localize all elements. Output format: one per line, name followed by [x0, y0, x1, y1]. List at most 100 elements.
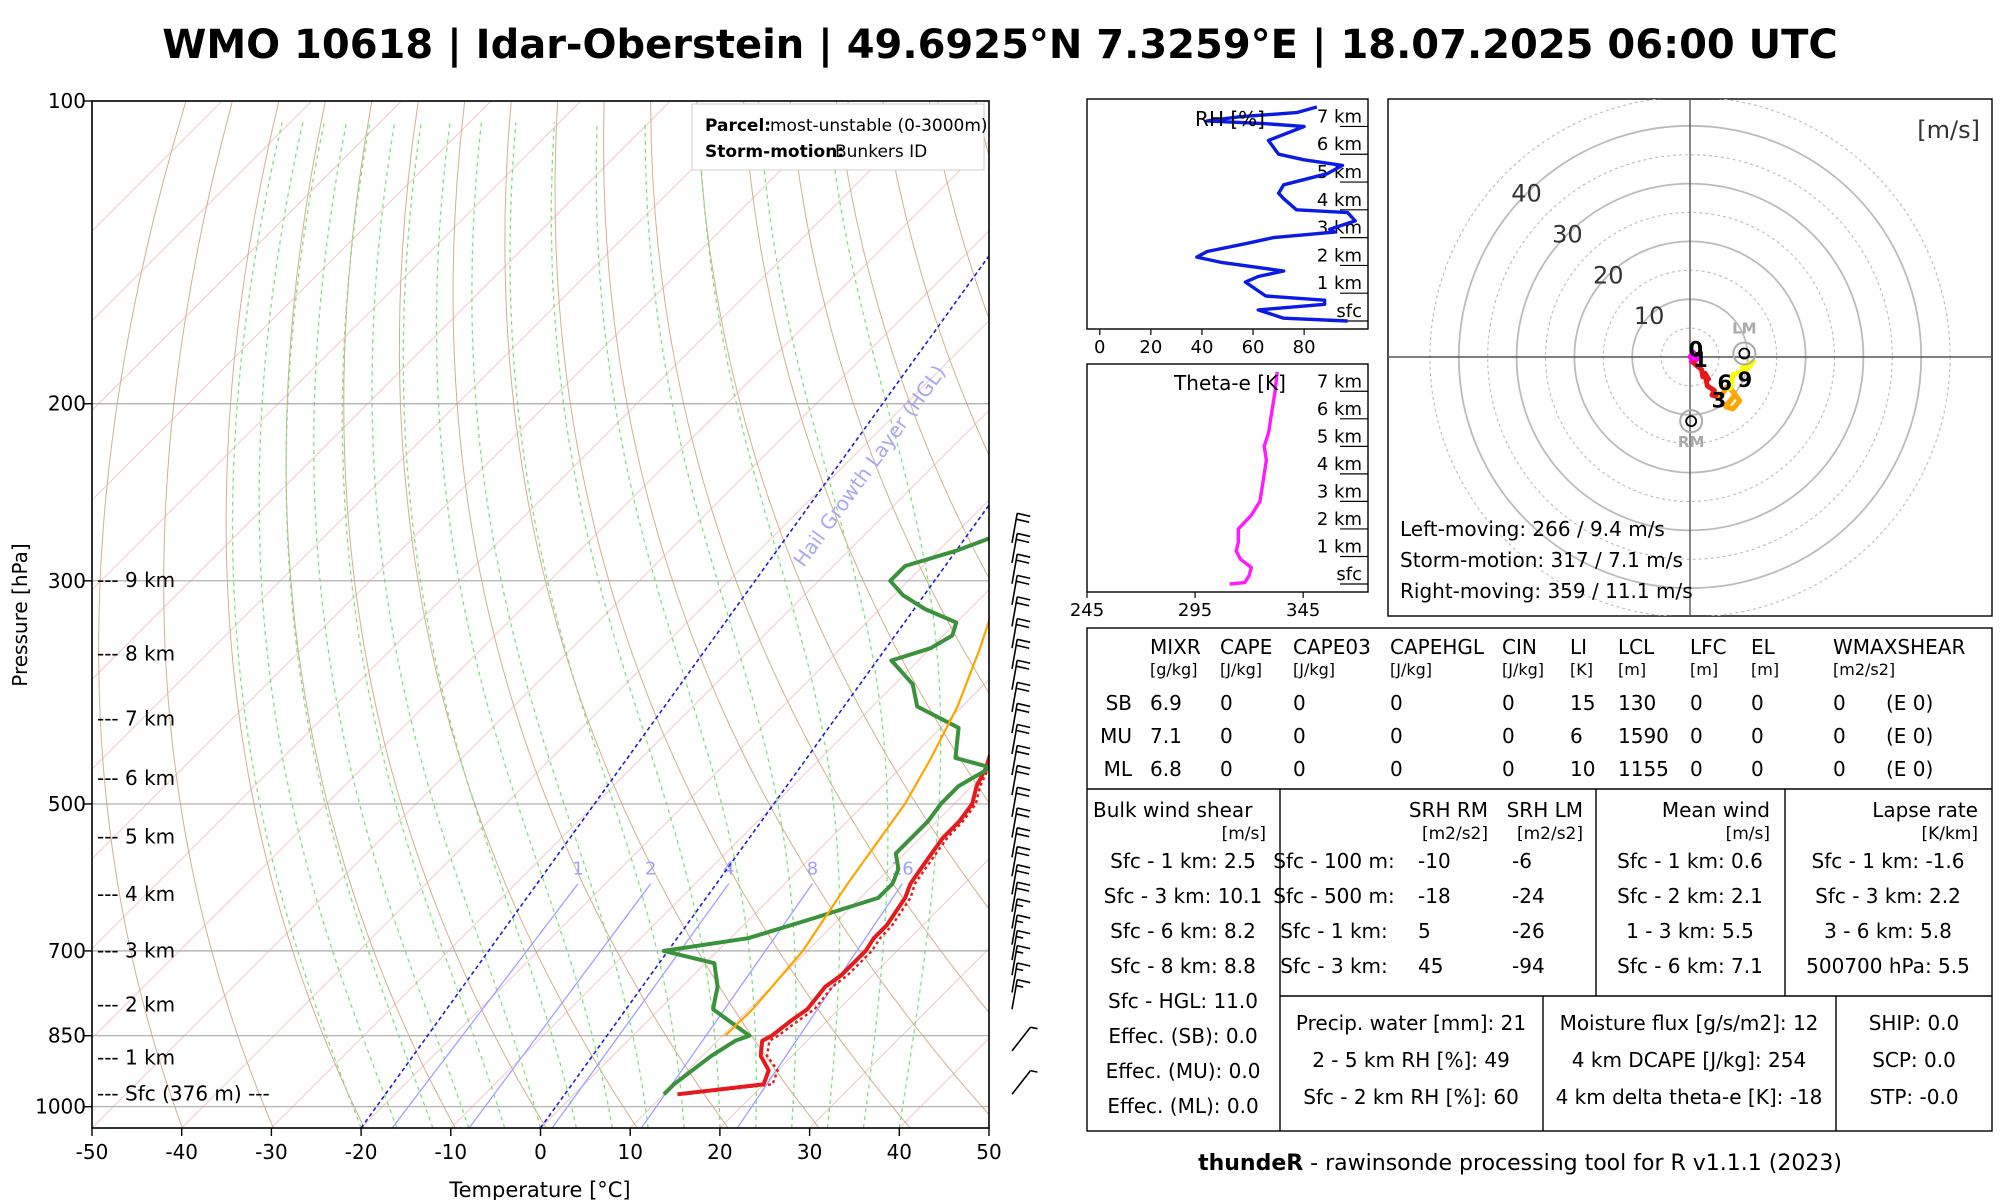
dewpoint-line	[661, 536, 989, 1096]
param-header-name: CAPEHGL	[1390, 635, 1485, 659]
param-cell: 0	[1502, 757, 1515, 781]
wind-barb-flag	[1017, 617, 1031, 623]
dry-adiabat-line	[285, 101, 456, 1128]
wind-barb-staff	[1011, 639, 1018, 670]
moist-adiabat-line	[509, 122, 685, 1128]
wind-barb-flag	[1017, 681, 1031, 687]
wind-barb-half-flag	[1030, 1069, 1038, 1073]
index-row: STP: -0.0	[1869, 1085, 1958, 1109]
wind-barb-flag	[1015, 729, 1030, 735]
hodograph-segment	[1717, 383, 1743, 412]
wind-barb-flag	[1017, 786, 1031, 792]
legend-storm-value: Bunkers ID	[835, 142, 927, 162]
wind-barb-flag	[1015, 869, 1030, 875]
footer-bold: thundeR	[1198, 1151, 1303, 1176]
footer-credit: thundeR - rawinsonde processing tool for…	[1198, 1151, 1842, 1176]
isotherm-line	[450, 589, 989, 1128]
height-label: --- 4 km	[97, 882, 175, 906]
pressure-tick-label: 300	[48, 569, 86, 593]
theta-label: Theta-e [K]	[1173, 371, 1286, 395]
param-cell: 0	[1690, 724, 1703, 748]
wind-barb-flag	[1017, 807, 1031, 812]
param-cell: 10	[1570, 757, 1595, 781]
theta-height-label: 6 km	[1317, 399, 1362, 420]
lapse-rate-row: 3 - 6 km: 5.8	[1824, 919, 1952, 943]
param-header-unit: [m]	[1751, 660, 1779, 679]
isotherm-line	[92, 101, 940, 950]
param-header-name: LFC	[1690, 635, 1727, 659]
moist-adiabat-line	[285, 122, 434, 1128]
height-label: --- 1 km	[97, 1046, 175, 1070]
mean-wind-row: 1 - 3 km: 5.5	[1626, 919, 1754, 943]
isotherm-line	[92, 101, 582, 591]
param-cell: 6.8	[1150, 757, 1182, 781]
wind-barb-staff	[1011, 979, 1018, 1010]
wind-barb-flag	[1015, 687, 1030, 693]
isotherm-line	[271, 409, 989, 1128]
wind-barb-staff	[1011, 1026, 1032, 1052]
bulk-shear-unit: [m/s]	[1222, 824, 1266, 844]
rh-height-label: 1 km	[1317, 273, 1362, 294]
height-label: --- 5 km	[97, 825, 175, 849]
flux-row: Moisture flux [g/s/m2]: 12	[1560, 1011, 1819, 1035]
wind-barb-staff	[1011, 882, 1018, 912]
moist-adiabat-line	[258, 122, 398, 1128]
param-header-unit: [m2/s2]	[1833, 660, 1895, 679]
virtual-temperature-line	[684, 763, 989, 1096]
lm-marker-dot	[1738, 347, 1751, 360]
param-cell: (E 0)	[1886, 757, 1933, 781]
wind-barb-flag	[1015, 538, 1030, 544]
wind-barb-flag	[1015, 813, 1030, 818]
rh-height-label: 7 km	[1317, 106, 1362, 127]
parcel-line	[724, 617, 989, 1037]
wind-barb-staff	[1011, 533, 1018, 564]
param-cell: 0	[1220, 724, 1233, 748]
hodograph-stat-storm: Storm-motion: 317 / 7.1 m/s	[1400, 548, 1683, 572]
wind-barb-half-flag	[1015, 920, 1024, 924]
srh-row-label: Sfc - 100 m:	[1273, 849, 1394, 873]
param-row-label: ML	[1104, 757, 1133, 781]
wind-barb-half-flag	[1030, 1026, 1038, 1030]
lapse-rate-row: Sfc - 1 km: -1.6	[1812, 849, 1965, 873]
dry-adiabat-line	[650, 101, 989, 1014]
skewt-y-label: Pressure [hPa]	[8, 543, 32, 686]
wind-barb-staff	[1011, 513, 1018, 543]
wind-barb-flag	[1015, 832, 1030, 838]
wind-barb-flag	[1017, 898, 1031, 903]
legend-storm-label: Storm-motion:	[705, 142, 844, 162]
moist-adiabat-line	[550, 122, 721, 1128]
wind-barb	[1011, 744, 1031, 776]
wind-barb-flag	[1017, 881, 1031, 887]
srh-row-rm: -10	[1418, 849, 1451, 873]
hodograph-units: [m/s]	[1917, 116, 1980, 144]
hodograph-height-marker: 3	[1712, 388, 1727, 412]
wind-barb-flag	[1017, 962, 1031, 967]
flux-row: 4 km DCAPE [J/kg]: 254	[1572, 1048, 1806, 1072]
wind-barb	[1011, 881, 1031, 912]
wind-barb-staff	[1011, 745, 1018, 776]
wind-barb	[1011, 1026, 1038, 1052]
wind-barb	[1011, 596, 1031, 627]
param-cell: 0	[1220, 691, 1233, 715]
theta-x-tick-label: 345	[1286, 600, 1320, 621]
lm-marker-ring	[1732, 341, 1757, 366]
theta-x-tick-label: 295	[1178, 600, 1212, 621]
bulk-shear-row: Sfc - HGL: 11.0	[1108, 989, 1258, 1013]
param-header-unit: [J/kg]	[1293, 660, 1335, 679]
isotherm-line	[540, 678, 989, 1128]
isotherm-line	[719, 858, 989, 1128]
isotherm-line	[92, 101, 492, 501]
wind-barb-flag	[1015, 851, 1030, 857]
theta-height-label: 1 km	[1317, 536, 1362, 557]
rh-label: RH [%]	[1195, 107, 1265, 131]
wind-barb-flag	[1015, 792, 1030, 798]
wind-barb	[1011, 659, 1031, 690]
dry-adiabat-line	[554, 101, 911, 1128]
isotherm-line	[92, 101, 851, 860]
wind-barb-staff	[1011, 682, 1018, 713]
theta-height-label: 3 km	[1317, 481, 1362, 502]
isotherm-line	[809, 947, 989, 1128]
param-cell: 0	[1690, 691, 1703, 715]
